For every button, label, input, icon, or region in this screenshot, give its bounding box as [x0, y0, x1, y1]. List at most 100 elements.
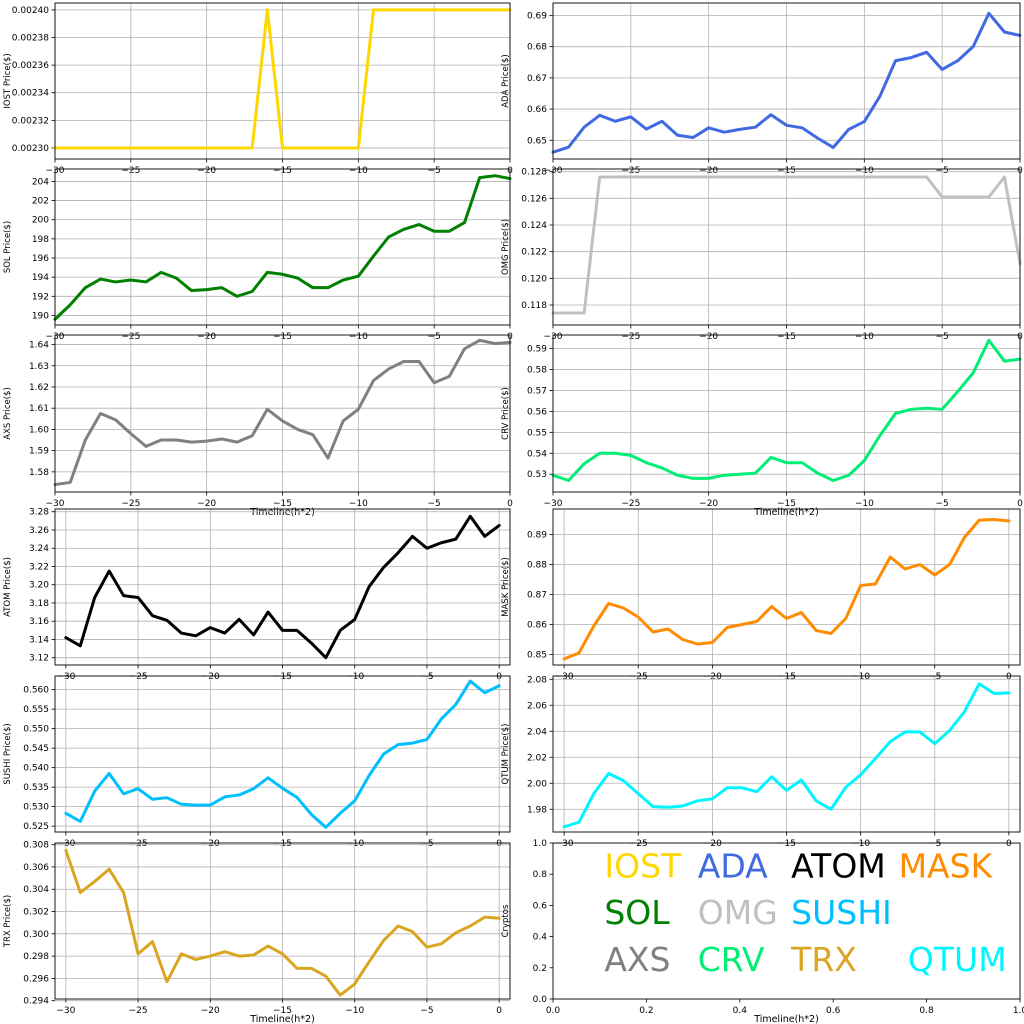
crypto-name-label: TRX	[790, 940, 857, 979]
y-tick-label: 3.24	[29, 544, 49, 554]
y-tick-label: 0.306	[23, 863, 49, 873]
y-tick-label: 194	[32, 273, 49, 283]
y-tick-label: 0.00230	[12, 144, 49, 154]
y-tick-label: 0.85	[527, 651, 547, 661]
chart-panel-12: 0.0 0.2 0.4 0.6 0.8 1.0 0.0 0.2 0.4 0.6 0.8 1.0 Cryp…	[501, 839, 1024, 1024]
x-tick-label: −15	[777, 839, 796, 849]
x-tick-label: −30	[555, 839, 574, 849]
y-axis-label: ADA Price($)	[501, 54, 511, 108]
y-tick-label: 0.69	[527, 11, 547, 21]
y-tick-label: 190	[32, 311, 49, 321]
y-axis-label: TRX Price($)	[3, 895, 13, 948]
y-axis-label: OMG Price($)	[501, 219, 511, 275]
x-tick-label: −20	[197, 499, 216, 509]
price-series-line	[53, 338, 512, 487]
y-tick-label: 2.02	[527, 753, 547, 763]
y-tick-label: 198	[32, 235, 49, 245]
x-tick-label: 0.6	[826, 1006, 841, 1016]
chart-panel-8: −30−25−20−15−10−500.850.860.870.880.89MA…	[501, 508, 1021, 682]
x-tick-label: −10	[345, 1006, 364, 1016]
x-tick-label: −30	[46, 499, 65, 509]
price-series-line	[562, 682, 1011, 829]
y-tick-label: 0.8	[533, 870, 548, 880]
axes-frame	[54, 508, 511, 666]
y-tick-label: 0.00236	[12, 61, 49, 71]
y-tick-label: 0.302	[23, 908, 49, 918]
axes-frame	[552, 2, 1021, 160]
x-tick-label: −5	[936, 499, 949, 509]
x-tick-label: −20	[201, 1006, 220, 1016]
x-axis-label: Timeline(h*2)	[249, 507, 315, 518]
x-tick-label: 0.2	[639, 1006, 653, 1016]
crypto-name-label: SUSHI	[791, 893, 892, 932]
x-tick-label: −30	[544, 499, 563, 509]
y-tick-label: 0.86	[527, 621, 547, 631]
chart-panel-6: −30 −25 −20 −15 −10 −5 0 0.53 0.54 0.55 0.56 0.57 0.…	[501, 334, 1023, 518]
y-tick-label: 0.308	[23, 841, 49, 851]
y-tick-label: 0.550	[23, 725, 49, 735]
y-axis-label: IOST Price($)	[3, 53, 13, 108]
y-tick-label: 3.22	[29, 562, 49, 572]
chart-panel-3: −30−25−20−15−10−501901921941961982002022…	[3, 168, 513, 342]
chart-panel-9: −30−25−20−15−10−500.5250.5300.5350.5400.…	[3, 675, 511, 849]
y-tick-label: 0.4	[533, 933, 548, 943]
y-tick-label: 0.57	[527, 386, 547, 396]
x-tick-label: −25	[629, 839, 648, 849]
y-axis-label: MASK Price($)	[501, 557, 511, 617]
y-tick-label: 0.67	[527, 74, 547, 84]
y-tick-label: 0.298	[23, 952, 49, 962]
chart-panel-11: −30 −25 −20 −15 −10 −5 0 0.294 0.296 0.298 0.300 0.…	[3, 841, 511, 1024]
y-tick-label: 0.525	[23, 822, 49, 832]
axes-frame	[54, 2, 511, 160]
y-tick-label: 1.0	[533, 839, 548, 849]
x-tick-label: −5	[928, 839, 941, 849]
crypto-name-label: MASK	[899, 846, 994, 885]
x-tick-label: −10	[851, 839, 870, 849]
y-tick-label: 1.62	[29, 383, 49, 393]
y-tick-label: 0.530	[23, 803, 49, 813]
y-tick-label: 192	[32, 292, 49, 302]
x-tick-label: 0.0	[546, 1006, 561, 1016]
y-tick-label: 2.04	[527, 727, 547, 737]
axes-frame	[54, 168, 511, 326]
y-tick-label: 3.16	[29, 617, 49, 627]
price-series-line	[562, 518, 1011, 661]
x-tick-label: −20	[703, 839, 722, 849]
price-series-line	[64, 679, 501, 829]
crypto-name-label: OMG	[698, 893, 778, 932]
y-tick-label: 1.63	[29, 362, 49, 372]
chart-panel-1: −30−25−20−15−10−500.002300.002320.002340…	[3, 2, 513, 176]
axes-frame	[54, 334, 511, 493]
y-tick-label: 196	[32, 254, 49, 264]
x-axis-label: Timeline(h*2)	[753, 507, 819, 518]
y-tick-label: 2.08	[527, 675, 547, 685]
y-tick-label: 0.6	[533, 901, 548, 911]
x-axis-label: Timeline(h*2)	[753, 1014, 819, 1024]
y-tick-label: 1.61	[29, 404, 49, 414]
x-tick-label: −25	[621, 499, 640, 509]
y-tick-label: 0.555	[23, 705, 49, 715]
y-tick-label: 0.0	[533, 995, 548, 1005]
y-tick-label: 0.300	[23, 930, 49, 940]
x-tick-label: −25	[121, 499, 140, 509]
axes-frame	[552, 842, 1021, 1000]
y-tick-label: 0.88	[527, 561, 547, 571]
price-series-line	[53, 174, 512, 321]
crypto-name-label: ATOM	[791, 846, 886, 885]
y-tick-label: 0.00234	[12, 89, 49, 99]
price-series-line	[551, 175, 1022, 315]
y-tick-label: 3.20	[29, 581, 49, 591]
x-tick-label: −30	[56, 1006, 75, 1016]
y-tick-label: 0.120	[521, 274, 547, 284]
x-tick-label: −5	[420, 1006, 433, 1016]
y-tick-label: 1.60	[29, 425, 49, 435]
chart-panel-4: −30−25−20−15−10−500.1180.1200.1220.1240.…	[501, 168, 1023, 342]
y-tick-label: 0.56	[527, 407, 547, 417]
y-tick-label: 0.54	[527, 449, 547, 459]
y-tick-label: 2.00	[527, 779, 547, 789]
y-tick-label: 0.55	[527, 428, 547, 438]
axes-frame	[54, 842, 511, 1000]
y-tick-label: 0.59	[527, 345, 547, 355]
crypto-name-label: AXS	[604, 940, 670, 979]
y-tick-label: 0.00240	[12, 6, 49, 16]
